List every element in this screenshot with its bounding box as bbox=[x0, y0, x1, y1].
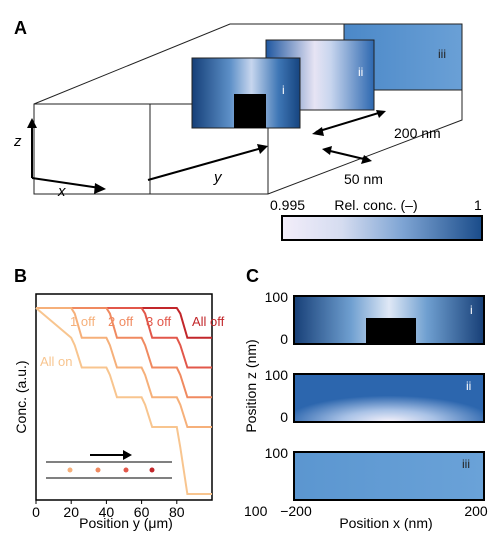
hm-xtick-left: −200 bbox=[280, 503, 312, 519]
scale-50-label: 50 nm bbox=[344, 171, 383, 187]
xtick-label: 40 bbox=[99, 504, 115, 520]
outer-tick-100: 100 bbox=[244, 503, 268, 519]
panel-c: C i ii iii 100 0 100 0 100 Position z (n… bbox=[243, 266, 488, 531]
heatmap-i bbox=[293, 295, 485, 345]
colorbar-min: 0.995 bbox=[270, 197, 305, 213]
slice-label-i: i bbox=[282, 83, 285, 97]
annot-all-on: All on bbox=[40, 354, 73, 369]
xtick-label: 60 bbox=[134, 504, 150, 520]
plot-b-xticks: 0 20 40 60 80 bbox=[32, 500, 185, 520]
plot-c-ylabel: Position z (nm) bbox=[243, 339, 259, 432]
plot-b-xlabel: Position y (μm) bbox=[79, 515, 173, 531]
annot-2-off: 2 off bbox=[108, 314, 133, 329]
line-3-off bbox=[36, 307, 212, 369]
xtick-label: 20 bbox=[63, 504, 79, 520]
hm-xtick-right: 200 bbox=[464, 503, 488, 519]
colorbar-title: Rel. conc. (–) bbox=[334, 197, 417, 213]
inset-dot-1 bbox=[67, 467, 73, 473]
heatmap-ii-label: ii bbox=[466, 379, 471, 393]
axis-arrows bbox=[27, 118, 268, 194]
xtick-label: 80 bbox=[169, 504, 185, 520]
colorbar-max: 1 bbox=[474, 197, 482, 213]
colorbar bbox=[281, 215, 483, 241]
inset-channel bbox=[46, 450, 172, 479]
panel-b-label: B bbox=[14, 266, 27, 286]
plot-c-xlabel: Position x (nm) bbox=[339, 515, 432, 531]
axis-z-label: z bbox=[13, 133, 22, 150]
slice-label-iii: iii bbox=[438, 47, 446, 61]
obstacle-block bbox=[234, 94, 266, 128]
panel-b: B 1 off 2 off 3 off All off All on Conc.… bbox=[13, 266, 225, 531]
line-1-off bbox=[36, 307, 212, 429]
slice-i bbox=[191, 57, 301, 129]
scale-bar-200 bbox=[312, 110, 386, 136]
heatmap-i-label: i bbox=[470, 303, 473, 317]
line-all-on bbox=[35, 307, 212, 495]
annot-1-off: 1 off bbox=[70, 314, 95, 329]
hm-i-ytick-bottom: 0 bbox=[280, 331, 288, 347]
plot-b-ylabel: Conc. (a.u.) bbox=[13, 360, 29, 433]
heatmap-iii-label: iii bbox=[462, 457, 470, 471]
panel-a-label: A bbox=[14, 18, 27, 38]
scale-200-label: 200 nm bbox=[394, 125, 441, 141]
hm-ii-ytick-bottom: 0 bbox=[280, 409, 288, 425]
inset-dot-4 bbox=[149, 467, 155, 473]
axis-x-label: x bbox=[57, 183, 66, 200]
annot-all-off: All off bbox=[192, 314, 225, 329]
heatmap-ii bbox=[293, 373, 485, 423]
hm-i-ytick-top: 100 bbox=[265, 289, 289, 305]
hm-ii-ytick-top: 100 bbox=[265, 367, 289, 383]
heatmap-i-obstacle bbox=[366, 318, 416, 344]
slice-label-ii: ii bbox=[358, 65, 363, 79]
panel-a: A i ii iii bbox=[13, 18, 483, 241]
line-2-off bbox=[36, 307, 212, 399]
xtick-label: 0 bbox=[32, 504, 40, 520]
hm-iii-ytick-top: 100 bbox=[265, 445, 289, 461]
inset-dot-2 bbox=[95, 467, 101, 473]
heatmap-iii bbox=[293, 451, 485, 501]
inset-dot-3 bbox=[123, 467, 129, 473]
annot-3-off: 3 off bbox=[146, 314, 171, 329]
scale-bar-50 bbox=[322, 146, 372, 164]
panel-c-label: C bbox=[246, 266, 259, 286]
axis-y-label: y bbox=[213, 169, 223, 186]
plot-b-lines bbox=[35, 307, 212, 495]
